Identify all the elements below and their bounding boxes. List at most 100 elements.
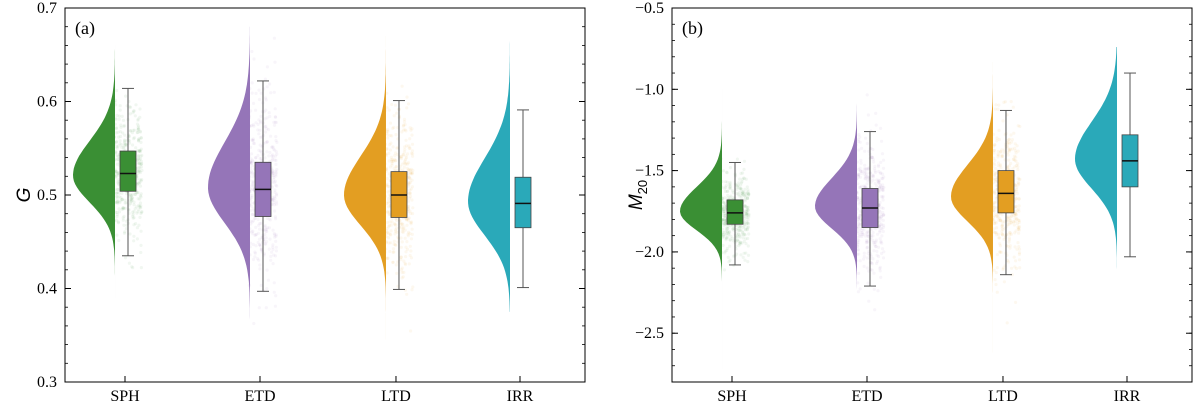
panel-a-point-ltd (405, 247, 410, 251)
panel-a-point-ltd (407, 144, 411, 148)
panel-a-point-sph (116, 180, 120, 184)
panel-b-point-sph (726, 196, 730, 200)
panel-a-point-etd (272, 36, 276, 40)
panel-a-point-sph (116, 187, 120, 192)
panel-a-point-etd (249, 161, 253, 165)
panel-a-point-sph (114, 200, 118, 204)
panel-a-point-sph (121, 118, 126, 122)
panel-a-point-etd (272, 123, 277, 127)
panel-a-point-etd (275, 140, 279, 144)
panel-a-point-sph (138, 166, 142, 170)
panel-b-point-sph (740, 191, 744, 195)
panel-a-point-sph (139, 211, 143, 216)
panel-b-point-sph (736, 226, 740, 231)
panel-a-point-ltd (409, 220, 414, 224)
panel-b-point-ltd (1016, 227, 1020, 231)
panel-b-point-etd (876, 259, 880, 263)
panel-b-point-etd (881, 188, 885, 192)
panel-b-ytick-label: −1.5 (635, 163, 664, 180)
panel-a-point-etd (254, 121, 258, 125)
panel-a-point-sph (138, 170, 142, 175)
panel-a-point-sph (129, 197, 133, 201)
panel-b-point-ltd (992, 149, 996, 153)
panel-b-point-ltd (1005, 166, 1010, 170)
panel-a-point-ltd (406, 162, 410, 166)
panel-b-point-sph (743, 187, 747, 191)
panel-b-point-ltd (992, 143, 997, 147)
panel-b-point-etd (857, 238, 861, 242)
panel-a-point-ltd (403, 128, 407, 132)
panel-b-point-etd (870, 227, 874, 232)
panel-b-point-etd (857, 215, 861, 219)
panel-b-point-ltd (992, 151, 996, 155)
panel-b-point-ltd (992, 209, 997, 213)
panel-a-point-sph (136, 169, 140, 173)
panel-b-point-ltd (1008, 219, 1012, 223)
panel-a-point-etd (275, 184, 279, 188)
panel-a-point-etd (268, 237, 272, 241)
panel-a-point-sph (135, 131, 139, 135)
panel-a-point-ltd (386, 133, 390, 137)
panel-b-point-sph (721, 207, 725, 211)
panel-b-point-etd (882, 213, 886, 217)
panel-a-point-etd (257, 148, 261, 152)
panel-b-point-ltd (1008, 216, 1012, 220)
panel-a-point-etd (259, 91, 263, 95)
panel-b-point-ltd (1000, 224, 1004, 228)
panel-a-xtick-label-irr: IRR (507, 388, 534, 405)
panel-b-point-etd (859, 169, 863, 173)
panel-b-point-sph (745, 212, 749, 217)
panel-b-point-ltd (1012, 157, 1016, 161)
panel-b-point-ltd (1001, 119, 1005, 123)
panel-a-point-etd (264, 141, 268, 145)
panel-b-point-sph (739, 186, 743, 190)
panel-a-point-sph (118, 108, 122, 112)
panel-b-point-etd (879, 223, 883, 227)
panel-b-point-sph (743, 258, 747, 262)
panel-b-point-etd (858, 233, 862, 237)
panel-a-label: (a) (75, 18, 95, 39)
panel-b-point-sph (739, 194, 743, 198)
panel-b-point-sph (746, 253, 751, 257)
panel-a-point-etd (271, 243, 275, 247)
panel-a-point-ltd (408, 232, 412, 236)
panel-a-point-etd (265, 140, 269, 144)
panel-a-point-ltd (395, 111, 399, 115)
panel-a-point-sph (124, 227, 128, 231)
panel-b-point-sph (736, 234, 740, 238)
panel-b-point-sph (746, 193, 751, 197)
panel-a-point-sph (116, 182, 120, 186)
panel-b-point-sph (728, 195, 732, 199)
panel-b-point-etd (874, 111, 878, 115)
panel-b-point-ltd (998, 218, 1002, 222)
panel-a-point-sph (122, 214, 126, 218)
panel-b-point-ltd (992, 189, 996, 193)
panel-b-point-etd (878, 200, 882, 205)
panel-a-point-ltd (385, 182, 389, 186)
panel-b-point-etd (875, 261, 879, 265)
panel-a-point-etd (264, 130, 268, 134)
panel-b-point-sph (741, 189, 745, 194)
panel-a-point-sph (114, 175, 118, 179)
panel-b-point-sph (738, 242, 742, 246)
panel-a-point-sph (136, 125, 140, 130)
panel-b-point-sph (723, 189, 728, 194)
panel-b-point-etd (878, 186, 882, 190)
panel-b-point-etd (857, 137, 861, 142)
panel-b-point-sph (721, 233, 726, 237)
panel-a-point-ltd (409, 128, 413, 132)
panel-b-point-ltd (1007, 147, 1011, 151)
panel-b-point-etd (882, 250, 886, 254)
panel-b-point-ltd (995, 214, 999, 218)
panel-a-point-sph (137, 138, 141, 143)
panel-a-point-ltd (409, 172, 413, 176)
panel-a-point-sph (121, 206, 125, 210)
panel-b-point-ltd (1014, 155, 1018, 159)
panel-a-point-etd (264, 306, 268, 310)
panel-a-point-sph (122, 142, 126, 146)
panel-a-point-ltd (399, 155, 403, 159)
panel-b-point-sph (728, 238, 732, 242)
panel-a-kde-ltd (344, 36, 386, 340)
panel-a-point-etd (274, 135, 278, 139)
panel-a-point-ltd (399, 236, 403, 240)
